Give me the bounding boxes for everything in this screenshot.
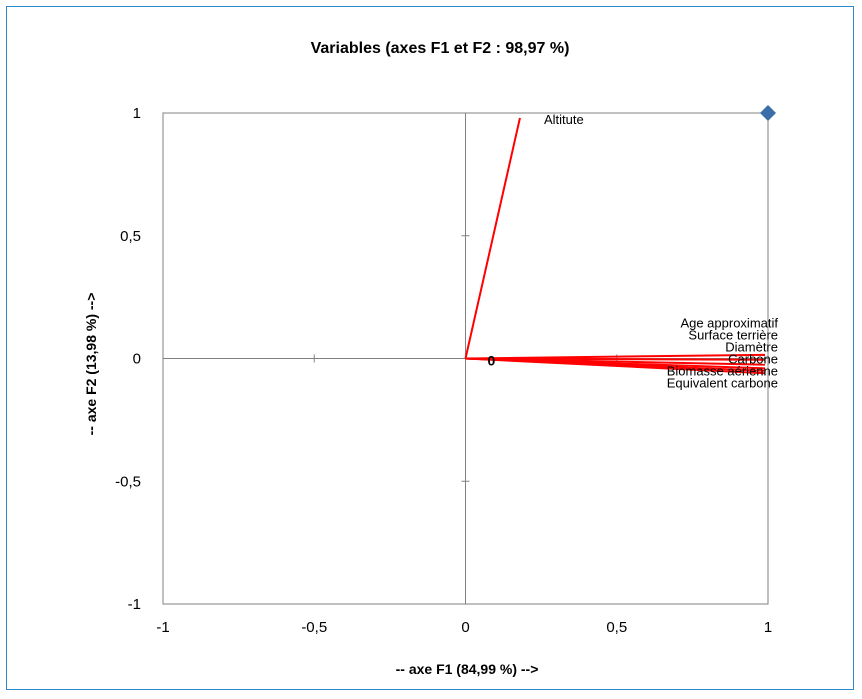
y-tick-label: 0 xyxy=(133,351,141,368)
vector-line xyxy=(464,117,521,359)
vector-label: Biomasse aérienne xyxy=(667,364,778,379)
x-tick-label: -0,5 xyxy=(301,619,327,636)
correlation-circle-chart: Variables (axes F1 et F2 : 98,97 %) -1 -0… xyxy=(83,40,778,677)
origin-label: 0 xyxy=(488,353,496,369)
vector-label: Diamètre xyxy=(725,340,778,355)
y-axis-title: -- axe F2 (13,98 %) --> xyxy=(83,293,99,436)
chart-title: Variables (axes F1 et F2 : 98,97 %) xyxy=(311,40,570,57)
y-tick-label: 1 xyxy=(133,105,141,122)
vector-label: Surface terrière xyxy=(688,328,778,343)
y-tick-label: -1 xyxy=(128,596,141,613)
vector-line xyxy=(465,357,766,375)
marker-points xyxy=(760,105,776,121)
vector-label: Age approximatif xyxy=(680,316,778,331)
vector-label: Carbone xyxy=(728,352,778,367)
x-tick-label: 0,5 xyxy=(606,619,627,636)
variable-vectors xyxy=(464,117,766,375)
chart-frame: Variables (axes F1 et F2 : 98,97 %) -1 -0… xyxy=(6,6,854,690)
y-tick-label: -0,5 xyxy=(115,473,141,490)
x-tick-label: -1 xyxy=(156,619,169,636)
x-tick-label: 1 xyxy=(764,619,772,636)
vector-label: Equivalent carbone xyxy=(667,376,778,391)
x-tick-label: 0 xyxy=(461,619,469,636)
diamond-marker xyxy=(760,105,776,121)
x-axis-title: -- axe F1 (84,99 %) --> xyxy=(396,661,539,677)
y-tick-label: 0,5 xyxy=(120,228,141,245)
vector-label: Altitute xyxy=(544,112,584,127)
